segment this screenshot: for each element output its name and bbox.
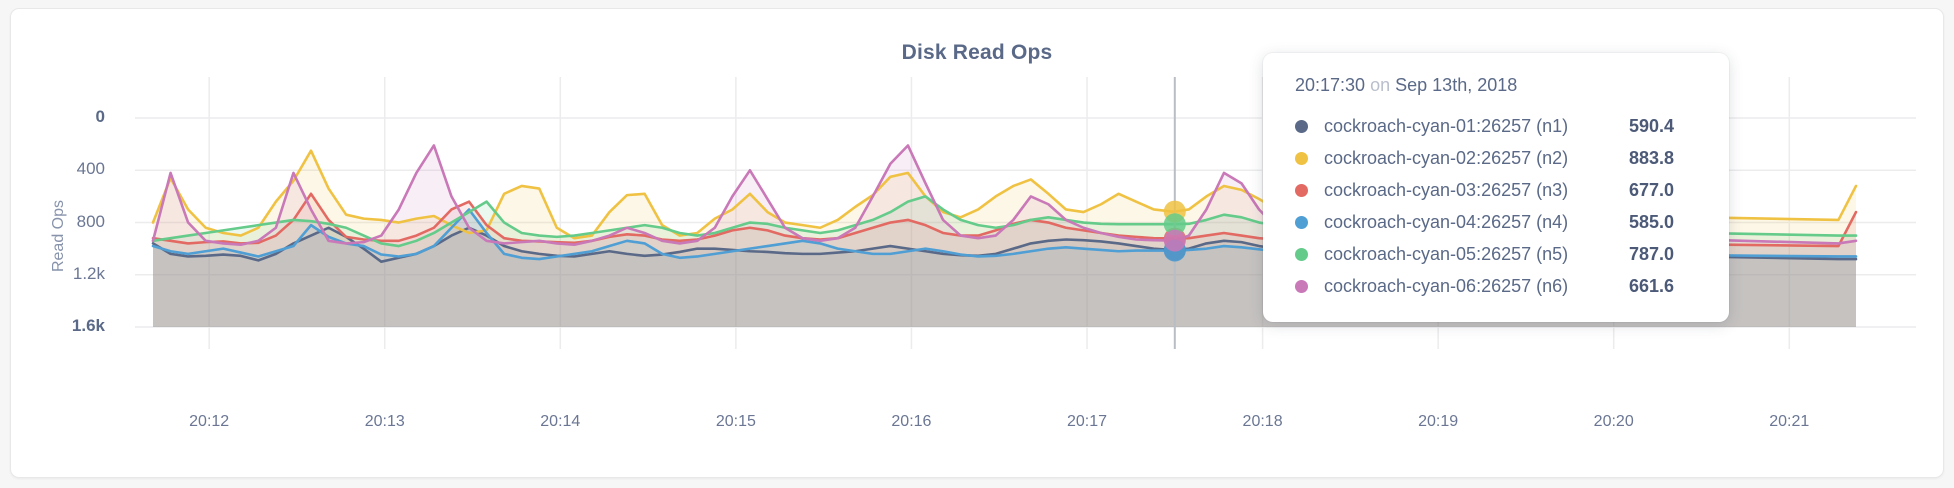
tooltip-date: Sep 13th, 2018	[1395, 75, 1518, 95]
hover-tooltip: 20:17:30 on Sep 13th, 2018 cockroach-cya…	[1263, 53, 1729, 322]
x-tick-2018: 20:18	[1242, 413, 1283, 430]
x-tick-2015: 20:15	[715, 413, 756, 430]
y-tick-400: 400	[76, 159, 105, 179]
tooltip-series-name: cockroach-cyan-04:26257 (n4)	[1324, 211, 1569, 232]
y-tick-1600: 1.6k	[71, 316, 105, 335]
tooltip-row: cockroach-cyan-06:26257 (n6) 661.6	[1295, 270, 1703, 302]
x-tick-2016: 20:16	[891, 413, 932, 430]
tooltip-series-name: cockroach-cyan-01:26257 (n1)	[1324, 115, 1569, 136]
tooltip-row: cockroach-cyan-02:26257 (n2) 883.8	[1295, 142, 1703, 174]
tooltip-row: cockroach-cyan-03:26257 (n3) 677.0	[1295, 174, 1703, 206]
tooltip-series-list: cockroach-cyan-01:26257 (n1) 590.4 cockroa…	[1295, 110, 1703, 302]
tooltip-time: 20:17:30	[1295, 75, 1366, 95]
x-tick-2017: 20:17	[1066, 413, 1108, 430]
x-tick-2012: 20:12	[189, 413, 230, 430]
tooltip-series-value: 677.0	[1629, 179, 1675, 200]
x-tick-2014: 20:14	[540, 413, 581, 430]
tooltip-on-word: on	[1370, 75, 1391, 95]
series-color-dot-icon	[1295, 151, 1308, 165]
series-color-dot-icon	[1295, 119, 1308, 133]
tooltip-series-value: 787.0	[1629, 243, 1675, 264]
x-tick-2020: 20:20	[1593, 413, 1634, 430]
tooltip-row: cockroach-cyan-05:26257 (n5) 787.0	[1295, 238, 1703, 270]
x-tick-2019: 20:19	[1418, 413, 1459, 430]
tooltip-series-name: cockroach-cyan-02:26257 (n2)	[1324, 147, 1569, 168]
tooltip-series-value: 585.0	[1629, 211, 1675, 232]
chart-card: Disk Read Ops Read Ops 1.6k 1.2k 800 400…	[10, 8, 1944, 478]
tooltip-series-name: cockroach-cyan-06:26257 (n6)	[1324, 275, 1569, 296]
series-color-dot-icon	[1295, 183, 1308, 197]
tooltip-series-value: 883.8	[1629, 147, 1675, 168]
series-color-dot-icon	[1295, 215, 1308, 229]
tooltip-series-value: 590.4	[1629, 115, 1675, 136]
y-tick-800: 800	[76, 211, 105, 231]
y-tick-1200: 1.2k	[72, 263, 105, 283]
x-tick-2021: 20:21	[1769, 413, 1810, 430]
series-color-dot-icon	[1295, 247, 1308, 261]
tooltip-series-name: cockroach-cyan-03:26257 (n3)	[1324, 179, 1569, 200]
series-color-dot-icon	[1295, 279, 1308, 293]
tooltip-row: cockroach-cyan-01:26257 (n1) 590.4	[1295, 110, 1703, 142]
page-title: Disk Read Ops	[901, 41, 1053, 64]
tooltip-row: cockroach-cyan-04:26257 (n4) 585.0	[1295, 206, 1703, 238]
tooltip-series-value: 661.6	[1629, 275, 1675, 296]
tooltip-timestamp: 20:17:30 on Sep 13th, 2018	[1295, 75, 1703, 96]
y-tick-0: 0	[95, 107, 105, 127]
tooltip-series-name: cockroach-cyan-05:26257 (n5)	[1324, 243, 1569, 264]
x-tick-2013: 20:13	[364, 413, 405, 430]
